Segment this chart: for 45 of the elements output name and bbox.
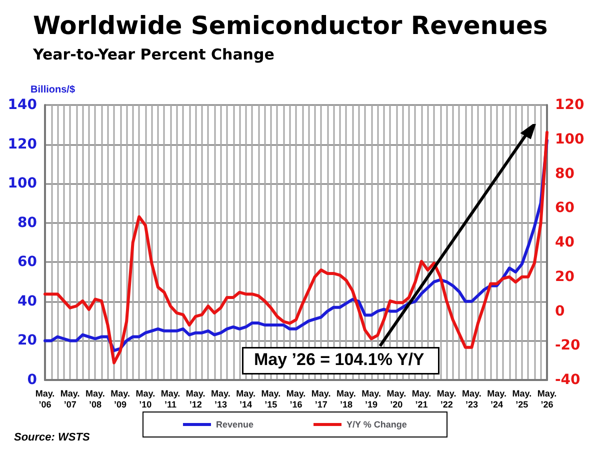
y-tick-label: 0 bbox=[27, 372, 38, 388]
y2-tick-label: -20 bbox=[555, 338, 581, 354]
y-tick-label: 20 bbox=[18, 332, 38, 349]
x-tick-label: May. ’15 bbox=[261, 388, 281, 410]
x-tick-label: May. ’22 bbox=[436, 388, 456, 410]
y2-tick-label: 100 bbox=[555, 131, 584, 148]
y-axis-title: Billions/$ bbox=[30, 84, 76, 96]
x-tick-label: May. ’11 bbox=[160, 388, 180, 410]
x-tick-label: May. ’06 bbox=[35, 388, 55, 410]
x-tick-label: May. ’16 bbox=[286, 388, 306, 410]
annotation: May ’26 = 104.1% Y/Y bbox=[254, 350, 425, 369]
x-tick-label: May. ’19 bbox=[362, 388, 381, 410]
y-tick-label: 140 bbox=[8, 97, 38, 113]
y2-tick-label: 0 bbox=[555, 303, 565, 320]
y-tick-label: 100 bbox=[8, 176, 38, 192]
x-tick-label: May. ’18 bbox=[336, 388, 356, 410]
chart-title: Worldwide Semiconductor Revenues bbox=[33, 11, 548, 40]
source-note: Source: WSTS bbox=[14, 432, 90, 444]
x-tick-label: May. ’14 bbox=[236, 388, 256, 410]
x-tick-label: May. ’25 bbox=[512, 388, 532, 410]
y-tick-label: 40 bbox=[18, 293, 38, 310]
y-tick-label: 60 bbox=[18, 254, 38, 270]
x-tick-label: May. ’13 bbox=[211, 388, 230, 410]
x-tick-label: May. ’23 bbox=[462, 388, 482, 410]
x-tick-label: May. ’24 bbox=[487, 388, 506, 410]
y2-tick-label: 120 bbox=[555, 97, 584, 113]
legend-label: Y/Y % Change bbox=[346, 420, 407, 430]
x-tick-label: May. ’07 bbox=[60, 388, 80, 410]
y2-tick-label: 40 bbox=[555, 234, 575, 250]
x-tick-label: May. ’21 bbox=[412, 388, 432, 410]
x-tick-label: May. ’26 bbox=[537, 388, 557, 410]
y2-tick-label: 80 bbox=[555, 166, 575, 182]
x-tick-label: May. ’12 bbox=[186, 388, 206, 410]
y2-tick-label: 60 bbox=[555, 200, 575, 216]
x-tick-label: May. ’10 bbox=[136, 388, 156, 410]
legend-label: Revenue bbox=[216, 420, 254, 430]
x-tick-label: May. ’17 bbox=[311, 388, 331, 410]
y-tick-label: 120 bbox=[8, 136, 38, 152]
x-tick-label: May. ’08 bbox=[86, 388, 105, 410]
y-tick-label: 80 bbox=[18, 214, 38, 231]
chart-subtitle: Year-to-Year Percent Change bbox=[32, 46, 274, 64]
y2-tick-label: -40 bbox=[555, 372, 581, 388]
x-tick-label: May. ’20 bbox=[386, 388, 406, 410]
x-tick-label: May. ’09 bbox=[110, 388, 130, 410]
y2-tick-label: 20 bbox=[555, 268, 575, 285]
